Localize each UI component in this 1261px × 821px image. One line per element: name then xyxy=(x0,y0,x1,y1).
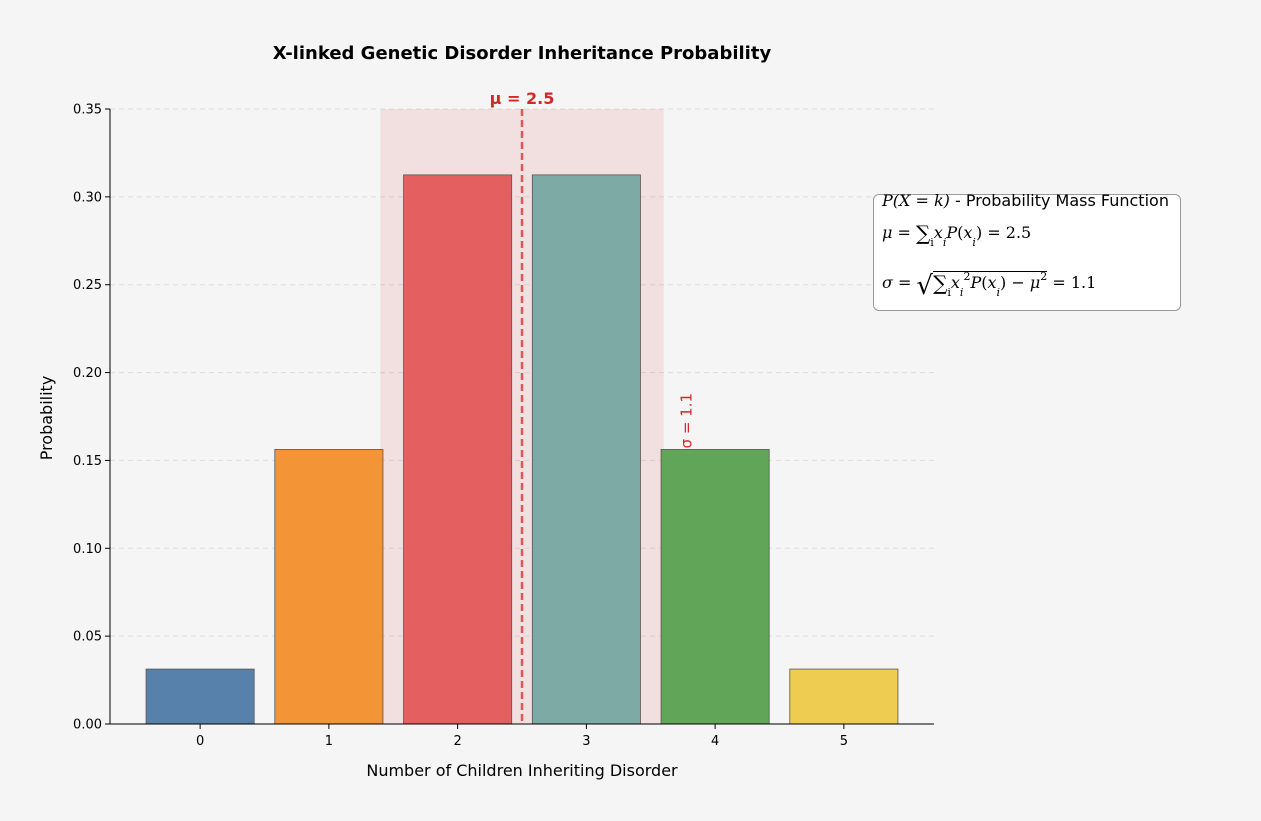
std-formula-value: = 1.1 xyxy=(1052,273,1097,292)
x-tick-label: 5 xyxy=(840,734,848,749)
plot-area: μ = 2.5 σ = 1.1 0.00 0.05 0.10 0.15 0.20 0.25 0.… xyxy=(73,89,934,749)
std-formula: σ = √∑ixi2P(xi) − μ2 = 1.1 xyxy=(882,270,1097,301)
mean-label: μ = 2.5 xyxy=(490,89,555,108)
x-tick-label: 1 xyxy=(325,734,333,749)
y-tick-label: 0.35 xyxy=(73,103,102,118)
bar-0 xyxy=(145,668,255,725)
y-tick-label: 0.05 xyxy=(73,630,102,645)
y-tick-label: 0.20 xyxy=(73,366,102,381)
y-axis-label: Probability xyxy=(37,376,56,461)
y-tick-label: 0.00 xyxy=(73,718,102,733)
x-axis-label: Number of Children Inheriting Disorder xyxy=(366,761,678,780)
x-tick-label: 0 xyxy=(196,734,204,749)
bar-5 xyxy=(789,668,899,725)
x-tick-label: 4 xyxy=(711,734,719,749)
bar-3 xyxy=(531,174,641,725)
chart-title: X-linked Genetic Disorder Inheritance Pr… xyxy=(273,43,772,64)
formula-legend-box: P(X = k) - Probability Mass Function μ =… xyxy=(873,191,1181,311)
sigma-label: σ = 1.1 xyxy=(678,393,696,448)
bar-2 xyxy=(403,174,513,725)
mean-formula-value: = 2.5 xyxy=(987,223,1032,242)
y-tick-label: 0.15 xyxy=(73,454,102,469)
y-tick-label: 0.30 xyxy=(73,190,102,205)
y-tick-label: 0.10 xyxy=(73,542,102,557)
mean-formula: μ = ∑ixiP(xi) = 2.5 xyxy=(882,221,1032,249)
pmf-formula-text: - Probability Mass Function xyxy=(949,191,1169,210)
x-tick-label: 3 xyxy=(582,734,590,749)
x-tick-label: 2 xyxy=(453,734,461,749)
pmf-formula: P(X = k) - Probability Mass Function xyxy=(882,191,1169,210)
y-tick-label: 0.25 xyxy=(73,278,102,293)
bar-4 xyxy=(660,449,770,725)
bar-1 xyxy=(274,449,384,725)
pmf-formula-var: P(X = k) xyxy=(882,191,950,210)
